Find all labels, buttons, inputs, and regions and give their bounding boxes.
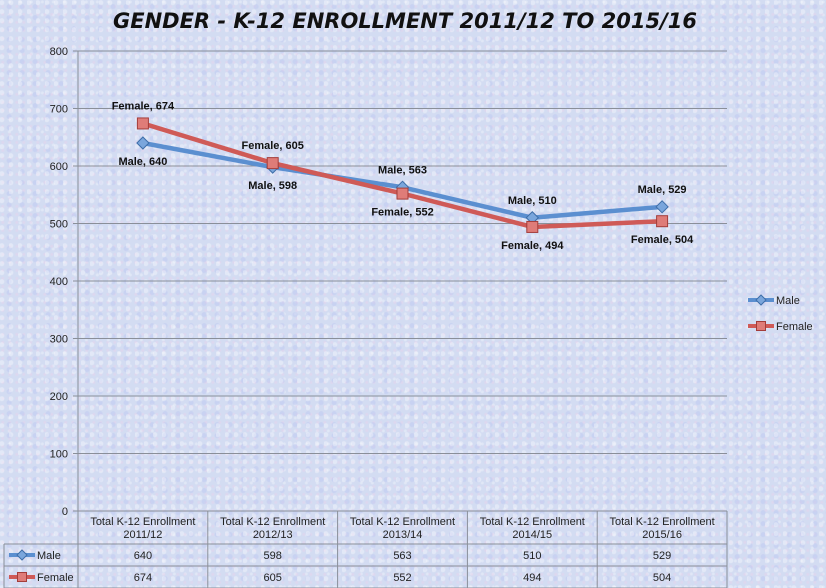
data-label-male: Male, 598 [248, 180, 297, 192]
table-cell: 504 [653, 572, 671, 584]
data-label-female: Female, 552 [371, 207, 433, 219]
data-point-female [136, 117, 149, 130]
data-label-female: Female, 494 [501, 240, 564, 252]
y-tick-label: 500 [50, 219, 68, 231]
table-row-male: Male 640 598 563 510 529 [9, 549, 671, 562]
table-cell: 510 [523, 550, 541, 562]
legend-label: Female [776, 321, 813, 333]
row-legend-marker [16, 549, 28, 561]
x-category-label: Total K-12 Enrollment [610, 516, 715, 528]
table-row-label: Male [37, 550, 61, 562]
y-tick-label: 300 [50, 334, 68, 346]
table-cell: 494 [523, 572, 541, 584]
data-label-female: Female, 674 [112, 100, 175, 112]
data-label-male: Male, 563 [378, 164, 427, 176]
y-tick-label: 400 [50, 276, 68, 288]
data-point-female [266, 157, 279, 170]
table-cell: 552 [393, 572, 411, 584]
data-label-female: Female, 605 [242, 140, 304, 152]
data-point-female [526, 220, 539, 233]
y-tick-label: 200 [50, 391, 68, 403]
table-cell: 598 [264, 550, 282, 562]
x-category-label: 2012/13 [253, 529, 293, 541]
y-tick-label: 700 [50, 104, 68, 116]
x-category-label: 2013/14 [383, 529, 423, 541]
row-legend-marker [17, 572, 27, 582]
table-cell: 640 [134, 550, 152, 562]
y-tick-label: 0 [62, 506, 68, 518]
legend-item-female: Female [748, 321, 813, 333]
x-category-label: 2011/12 [123, 529, 162, 541]
y-tick-label: 600 [50, 161, 68, 173]
legend-marker [755, 294, 767, 306]
y-tick-label: 800 [50, 46, 68, 58]
x-category-label: Total K-12 Enrollment [480, 516, 585, 528]
x-category-label: Total K-12 Enrollment [220, 516, 325, 528]
x-category-label: 2014/15 [512, 529, 552, 541]
table-row-female: Female 674 605 552 494 504 [9, 572, 671, 584]
table-cell: 529 [653, 550, 671, 562]
legend-marker [756, 321, 766, 331]
y-tick-label: 100 [50, 449, 68, 461]
data-label-female: Female, 504 [631, 234, 694, 246]
series-group [136, 117, 669, 233]
chart-title: GENDER - K-12 ENROLLMENT 2011/12 TO 2015… [113, 9, 697, 33]
data-point-male [655, 200, 669, 214]
data-point-female [396, 187, 409, 200]
data-label-male: Male, 640 [118, 156, 167, 168]
table-cell: 674 [134, 572, 152, 584]
table-row-label: Female [37, 572, 74, 584]
table-cell: 563 [393, 550, 411, 562]
table-cell: 605 [264, 572, 282, 584]
legend-item-male: Male [748, 294, 800, 307]
x-category-label: 2015/16 [642, 529, 682, 541]
x-category-label: Total K-12 Enrollment [350, 516, 455, 528]
data-label-male: Male, 510 [508, 195, 557, 207]
y-axis: 0 100 200 300 400 500 600 700 800 [50, 46, 79, 518]
data-point-male [136, 136, 150, 150]
x-category-label: Total K-12 Enrollment [90, 516, 195, 528]
data-label-male: Male, 529 [638, 184, 687, 196]
legend: Male Female [748, 294, 813, 333]
gridlines [78, 50, 727, 512]
data-labels: Male, 640 Male, 598 Male, 563 Male, 510 Male… [112, 100, 694, 252]
data-point-female [656, 215, 669, 228]
legend-label: Male [776, 295, 800, 307]
